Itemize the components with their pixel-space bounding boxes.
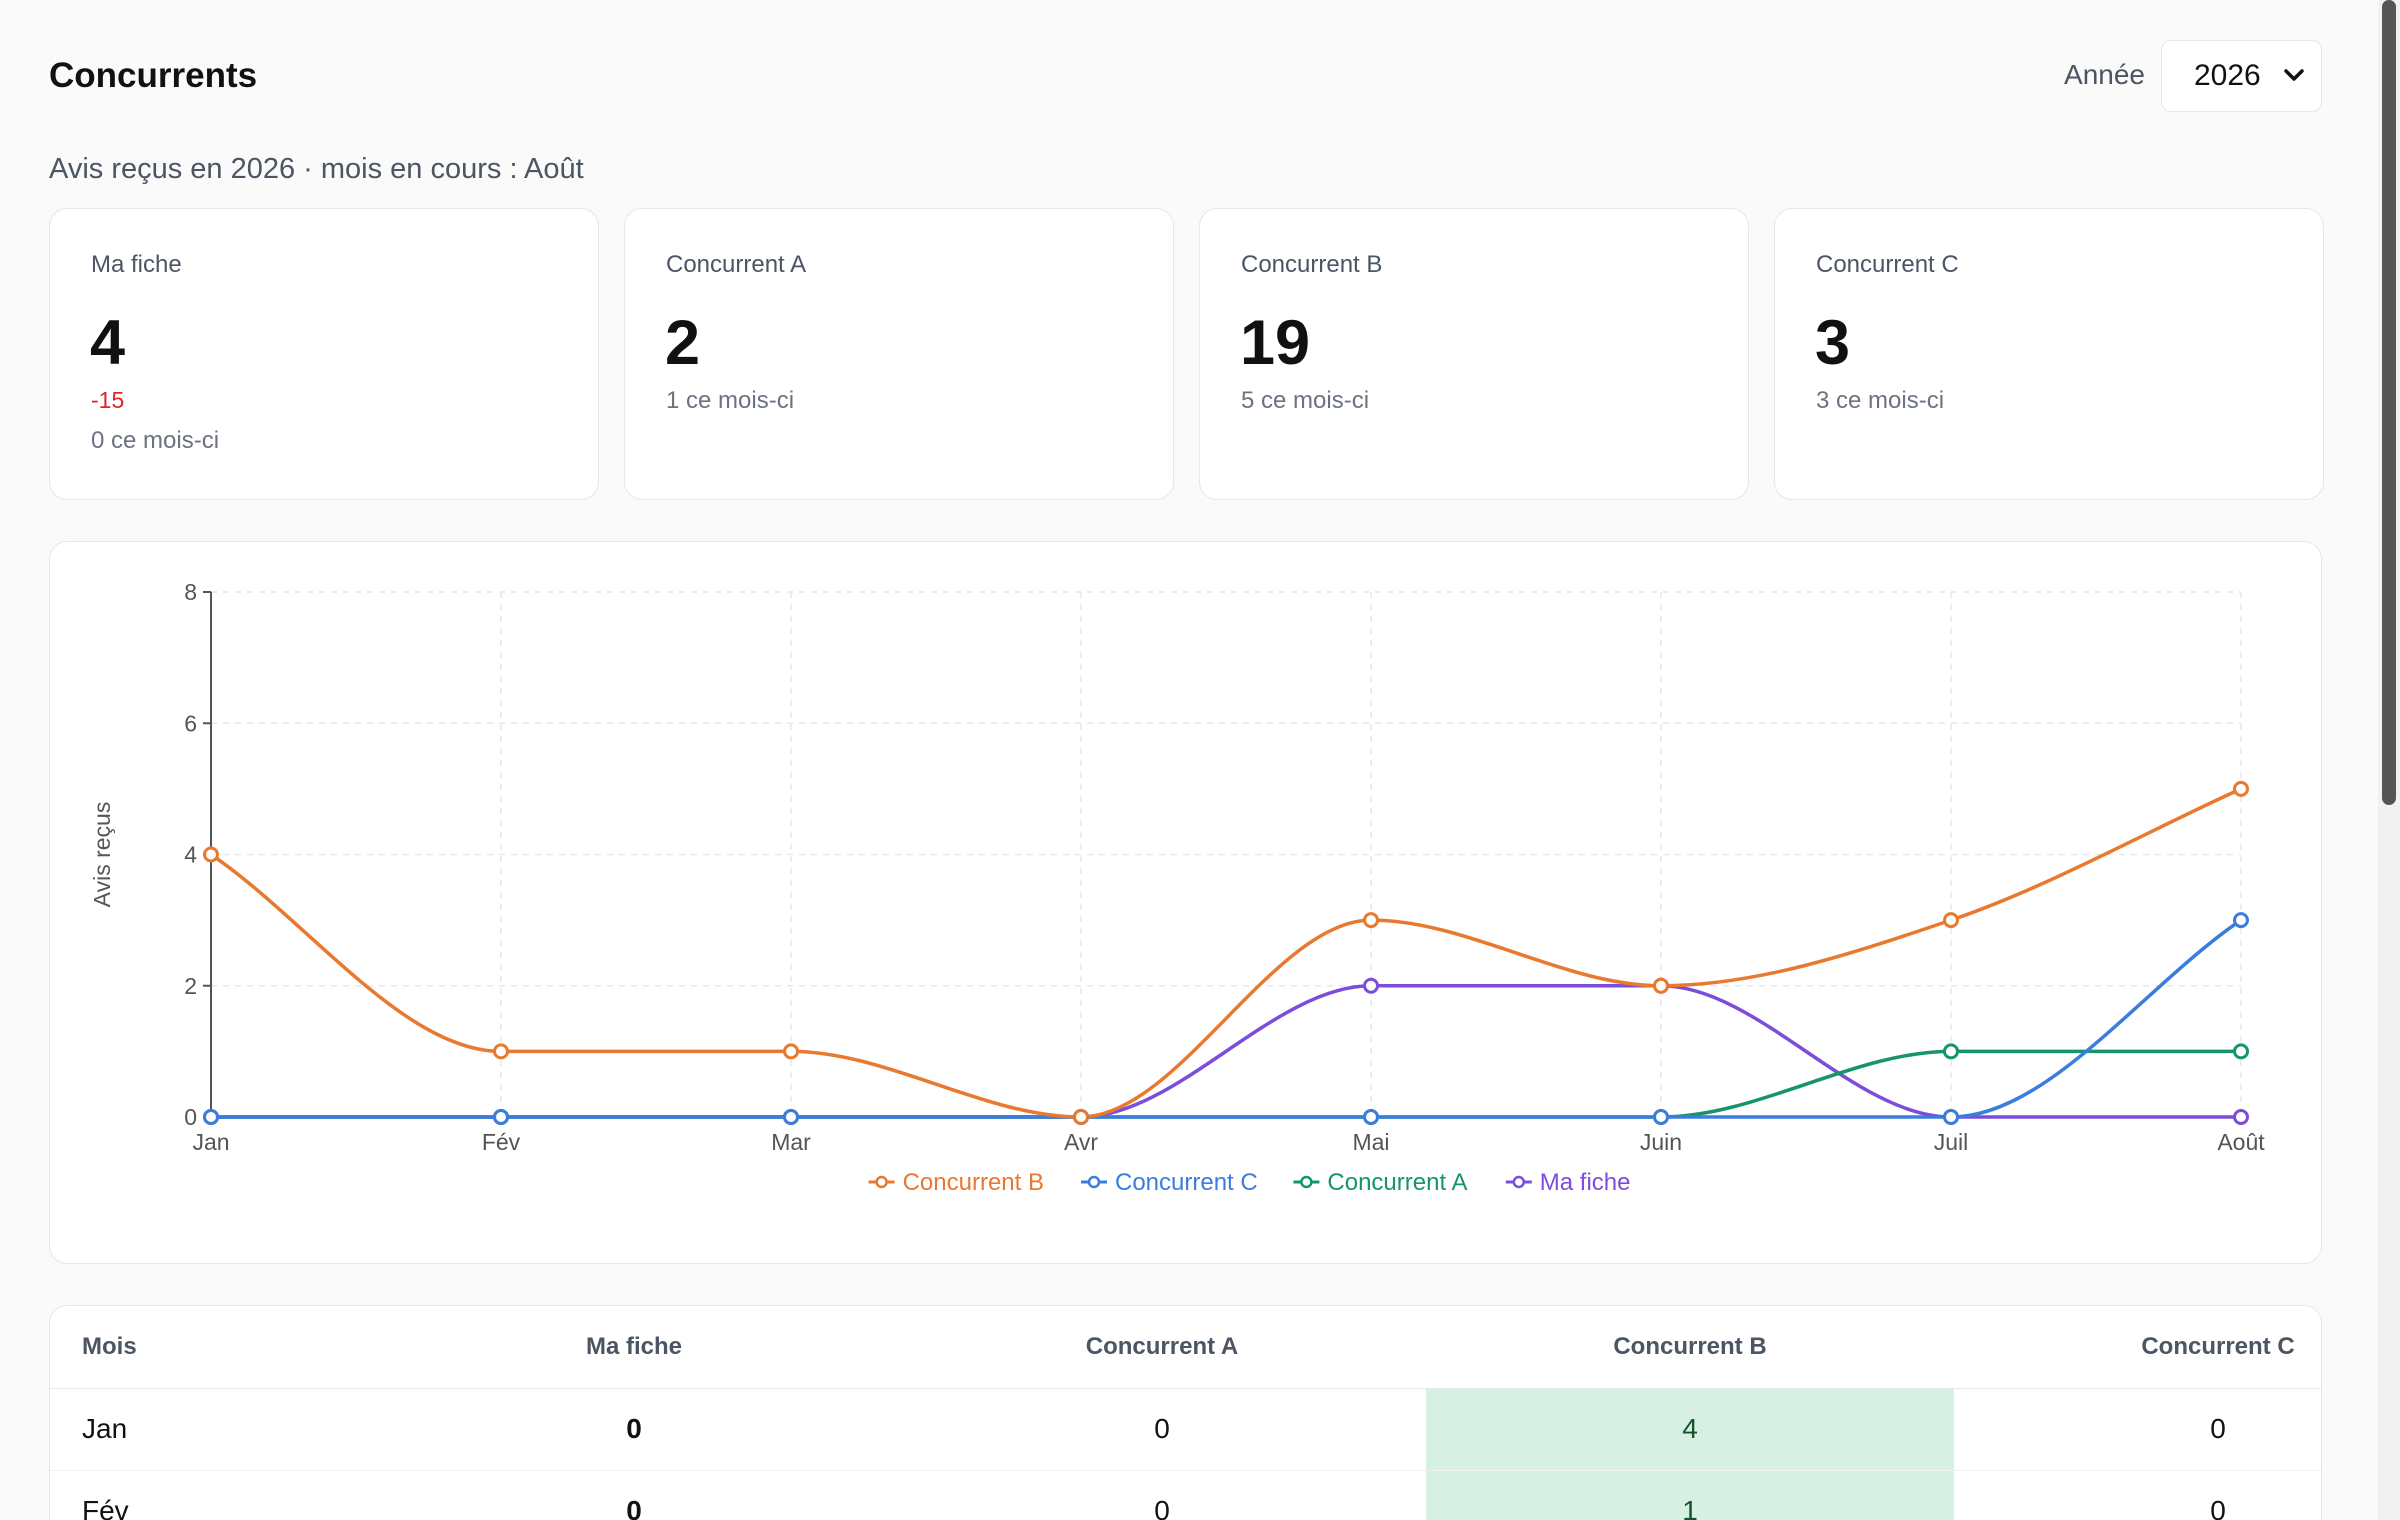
table-cell-concurrent-b: 4 bbox=[1426, 1388, 1954, 1471]
table-row: Fév 0 0 1 0 bbox=[50, 1470, 2321, 1520]
chevron-down-icon bbox=[2284, 69, 2304, 81]
x-tick-label: Jan bbox=[192, 1129, 229, 1155]
y-tick-label: 0 bbox=[184, 1104, 197, 1130]
stat-card-value: 2 bbox=[665, 308, 701, 378]
y-tick-label: 4 bbox=[184, 842, 197, 868]
stat-card-ma-fiche: Ma fiche 4 -15 0 ce mois-ci bbox=[49, 208, 599, 500]
x-tick-label: Fév bbox=[482, 1129, 521, 1155]
legend-swatch-marker bbox=[1300, 1175, 1313, 1189]
stat-card-label: Ma fiche bbox=[91, 251, 182, 278]
series-line bbox=[210, 787, 2242, 1119]
stat-card-label: Concurrent A bbox=[666, 251, 807, 278]
table-cell-month: Jan bbox=[50, 1388, 370, 1471]
legend-swatch-marker bbox=[1512, 1175, 1526, 1189]
table-cell-concurrent-c: 0 bbox=[1954, 1388, 2321, 1471]
stat-card-label: Concurrent C bbox=[1816, 251, 1959, 278]
scrollbar-thumb[interactable] bbox=[2382, 0, 2396, 805]
column-header-concurrent-a[interactable]: Concurrent A bbox=[898, 1306, 1426, 1389]
reviews-table: Mois Ma fiche Concurrent A Concurrent B … bbox=[50, 1306, 2321, 1520]
data-point bbox=[1363, 912, 1379, 929]
y-tick-label: 6 bbox=[184, 710, 197, 736]
table-cell-concurrent-b: 1 bbox=[1426, 1470, 1954, 1520]
legend-swatch-marker bbox=[1087, 1175, 1101, 1189]
data-point bbox=[2233, 1043, 2249, 1060]
legend-label: Ma fiche bbox=[1540, 1169, 1631, 1196]
stat-cards: Ma fiche 4 -15 0 ce mois-ci Concurrent A… bbox=[49, 208, 2324, 500]
legend-label: Concurrent B bbox=[903, 1169, 1044, 1196]
table-row: Jan 0 0 4 0 bbox=[50, 1388, 2321, 1471]
column-header-ma-fiche[interactable]: Ma fiche bbox=[370, 1306, 898, 1389]
stat-card-value: 19 bbox=[1240, 308, 1311, 378]
table-header-row: Mois Ma fiche Concurrent A Concurrent B … bbox=[50, 1306, 2321, 1389]
data-point bbox=[2233, 780, 2249, 797]
data-point bbox=[1363, 1109, 1379, 1125]
y-axis-title: Avis reçus bbox=[89, 802, 115, 908]
data-point bbox=[493, 1109, 509, 1125]
legend-label: Concurrent C bbox=[1115, 1169, 1258, 1196]
table-cell-concurrent-a: 0 bbox=[898, 1388, 1426, 1471]
stat-card-delta: -15 bbox=[91, 387, 125, 413]
data-point bbox=[2233, 912, 2249, 929]
x-tick-label: Juin bbox=[1640, 1129, 1682, 1155]
page-title: Concurrents bbox=[49, 56, 258, 95]
data-point bbox=[1943, 1109, 1959, 1125]
stat-card-value: 4 bbox=[90, 308, 126, 378]
data-point bbox=[203, 1109, 219, 1125]
year-select[interactable]: 2026 bbox=[2161, 40, 2322, 112]
stat-card-label: Concurrent B bbox=[1241, 251, 1383, 278]
stat-card-month: 3 ce mois-ci bbox=[1816, 387, 1945, 414]
series-line bbox=[211, 918, 2242, 1119]
x-tick-label: Mai bbox=[1352, 1129, 1389, 1155]
y-tick-label: 2 bbox=[184, 973, 197, 999]
x-tick-label: Mar bbox=[771, 1129, 811, 1155]
data-point bbox=[1943, 1043, 1959, 1060]
data-point bbox=[203, 846, 219, 863]
year-label: Année bbox=[2064, 59, 2145, 90]
data-point bbox=[2233, 1109, 2249, 1125]
series-line bbox=[211, 1049, 2241, 1119]
x-tick-label: Avr bbox=[1064, 1129, 1098, 1155]
table-cell-ma-fiche: 0 bbox=[370, 1388, 898, 1471]
column-header-concurrent-b[interactable]: Concurrent B bbox=[1426, 1306, 1954, 1389]
data-point bbox=[1653, 1109, 1669, 1125]
chart-card: 0 2 4 6 8 Jan Fév Mar Avr Mai Juin Juil Août Avis reç… bbox=[49, 541, 2322, 1264]
legend-label: Concurrent A bbox=[1327, 1169, 1467, 1196]
table-cell-ma-fiche: 0 bbox=[370, 1470, 898, 1520]
x-tick-label: Août bbox=[2217, 1129, 2265, 1155]
column-header-concurrent-c[interactable]: Concurrent C bbox=[1954, 1306, 2321, 1389]
data-point bbox=[783, 1109, 799, 1125]
stat-card-value: 3 bbox=[1815, 308, 1851, 378]
stat-card-month: 1 ce mois-ci bbox=[666, 387, 795, 414]
legend-swatch-marker bbox=[875, 1175, 888, 1189]
data-point bbox=[1653, 977, 1669, 994]
data-point bbox=[1363, 977, 1379, 994]
data-point bbox=[1073, 1109, 1089, 1125]
stat-card-month: 0 ce mois-ci bbox=[91, 427, 220, 454]
data-point bbox=[493, 1043, 509, 1060]
reviews-table-card: Mois Ma fiche Concurrent A Concurrent B … bbox=[49, 1305, 2322, 1520]
x-tick-label: Juil bbox=[1934, 1129, 1969, 1155]
stat-card-concurrent-a: Concurrent A 2 1 ce mois-ci bbox=[624, 208, 1174, 500]
header: Concurrents Année 2026 bbox=[49, 40, 2322, 112]
subtitle: Avis reçus en 2026 · mois en cours : Aoû… bbox=[49, 153, 584, 185]
column-header-mois[interactable]: Mois bbox=[50, 1306, 370, 1389]
stat-card-month: 5 ce mois-ci bbox=[1241, 387, 1370, 414]
data-point bbox=[1943, 912, 1959, 929]
year-select-value: 2026 bbox=[2194, 59, 2261, 92]
stat-card-concurrent-b: Concurrent B 19 5 ce mois-ci bbox=[1199, 208, 1749, 500]
y-tick-label: 8 bbox=[184, 579, 197, 605]
table-cell-concurrent-a: 0 bbox=[898, 1470, 1426, 1520]
stat-card-concurrent-c: Concurrent C 3 3 ce mois-ci bbox=[1774, 208, 2324, 500]
line-chart: 0 2 4 6 8 Jan Fév Mar Avr Mai Juin Juil Août Avis reç… bbox=[89, 579, 2265, 1196]
table-cell-month: Fév bbox=[50, 1470, 370, 1520]
data-point bbox=[783, 1043, 799, 1060]
table-cell-concurrent-c: 0 bbox=[1954, 1470, 2321, 1520]
